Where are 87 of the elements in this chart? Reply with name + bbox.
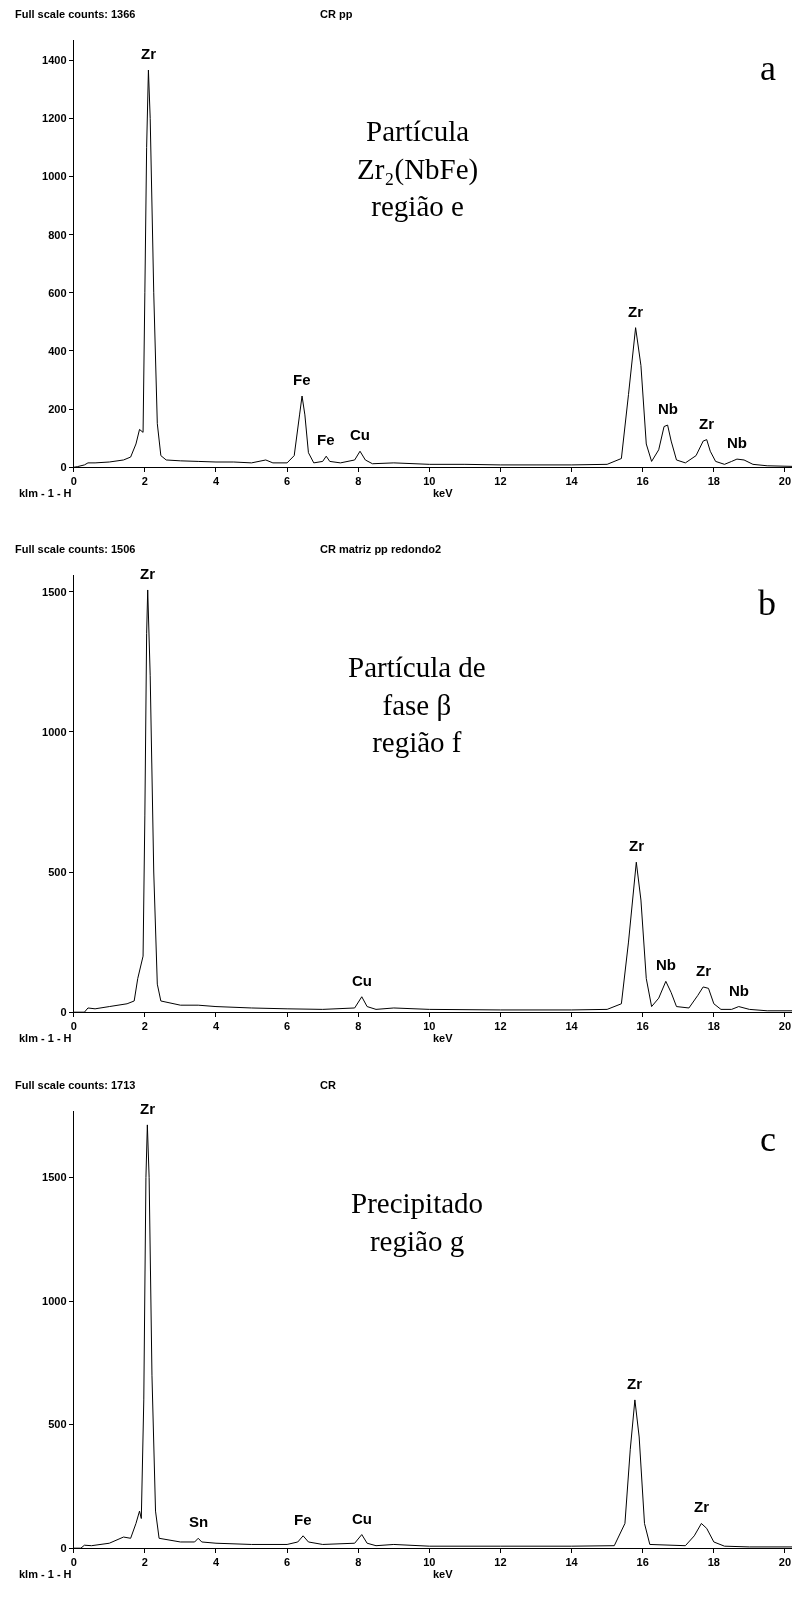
y-tick-label: 200 bbox=[48, 402, 67, 415]
annotation: Cu bbox=[352, 972, 372, 989]
annotation: Partícula de fase β região f bbox=[348, 651, 486, 759]
annotation: Fe bbox=[317, 431, 335, 448]
text: klm - 1 - H bbox=[19, 1568, 72, 1580]
chart-title: Full scale counts: 1713 bbox=[15, 1079, 136, 1091]
x-tick-label: 12 bbox=[494, 475, 507, 488]
x-tick-label: 8 bbox=[355, 475, 362, 488]
annotation: Nb bbox=[727, 434, 747, 451]
y-tick-label: 1000 bbox=[42, 1294, 67, 1307]
text: klm - 1 - H bbox=[19, 1032, 72, 1044]
annotation: Sn bbox=[189, 1513, 209, 1530]
annotation: Partícula Zr₂(NbFe) região e bbox=[357, 115, 479, 223]
x-tick-label: 6 bbox=[284, 1556, 291, 1569]
x-tick-label: 2 bbox=[141, 475, 148, 488]
x-tick-label: 20 bbox=[778, 1556, 792, 1569]
y-tick-label: 1000 bbox=[42, 725, 67, 738]
annotation: Zr bbox=[141, 45, 157, 62]
x-tick-label: 8 bbox=[355, 1020, 362, 1033]
x-tick-label: 10 bbox=[423, 475, 436, 488]
x-tick-label: 20 bbox=[778, 1020, 792, 1033]
y-tick-label: 600 bbox=[48, 286, 67, 299]
x-tick-label: 16 bbox=[636, 1556, 649, 1569]
x-tick-label: 0 bbox=[70, 475, 77, 488]
chart-subtitle: CR bbox=[320, 1079, 336, 1091]
y-tick-label: 1200 bbox=[42, 112, 67, 125]
annotation: Fe bbox=[294, 1511, 312, 1528]
chart-subtitle: CR matriz pp redondo2 bbox=[320, 543, 442, 555]
x-tick-label: 10 bbox=[423, 1020, 436, 1033]
x-tick-label: 4 bbox=[212, 475, 220, 488]
y-tick-label: 400 bbox=[48, 344, 67, 357]
x-tick-label: 4 bbox=[212, 1020, 220, 1033]
y-tick-label: 0 bbox=[60, 461, 67, 474]
chart-title: Full scale counts: 1506 bbox=[15, 543, 136, 555]
y-tick-label: 500 bbox=[48, 865, 67, 878]
annotation: c bbox=[760, 1119, 776, 1159]
annotation: Zr bbox=[627, 1375, 643, 1392]
x-tick-label: 16 bbox=[636, 475, 649, 488]
x-tick-label: 14 bbox=[565, 1020, 579, 1033]
annotation: b bbox=[758, 583, 776, 623]
annotation: Zr bbox=[696, 962, 712, 979]
x-tick-label: 16 bbox=[636, 1020, 649, 1033]
annotation: Nb bbox=[658, 400, 678, 417]
annotation: Zr bbox=[699, 415, 715, 432]
annotation: Nb bbox=[729, 982, 749, 999]
annotation: Zr bbox=[140, 565, 156, 582]
y-tick-label: 1500 bbox=[42, 1171, 67, 1184]
x-axis-title: keV bbox=[433, 1568, 454, 1580]
y-tick-label: 500 bbox=[48, 1418, 67, 1431]
x-tick-label: 10 bbox=[423, 1556, 436, 1569]
y-tick-label: 1400 bbox=[42, 54, 67, 67]
y-tick-label: 0 bbox=[60, 1006, 67, 1019]
x-tick-label: 18 bbox=[707, 1020, 720, 1033]
chart-subtitle: CR pp bbox=[320, 8, 353, 20]
x-tick-label: 6 bbox=[284, 1020, 291, 1033]
y-tick-label: 1000 bbox=[42, 170, 67, 183]
x-tick-label: 12 bbox=[494, 1020, 507, 1033]
annotation: Nb bbox=[656, 956, 676, 973]
text: klm - 1 - H bbox=[19, 487, 72, 499]
annotation: Cu bbox=[350, 426, 370, 443]
chart-title: Full scale counts: 1366 bbox=[15, 8, 136, 20]
annotation: Zr bbox=[628, 303, 644, 320]
x-tick-label: 0 bbox=[70, 1556, 77, 1569]
annotation: a bbox=[760, 48, 776, 88]
x-tick-label: 18 bbox=[707, 1556, 720, 1569]
annotation: Zr bbox=[140, 1100, 156, 1117]
x-tick-label: 0 bbox=[70, 1020, 77, 1033]
x-tick-label: 14 bbox=[565, 1556, 579, 1569]
annotation: Precipitado região g bbox=[351, 1187, 484, 1257]
annotation: Zr bbox=[694, 1498, 710, 1515]
x-tick-label: 8 bbox=[355, 1556, 362, 1569]
x-tick-label: 6 bbox=[284, 475, 291, 488]
x-tick-label: 12 bbox=[494, 1556, 507, 1569]
x-axis-title: keV bbox=[433, 1032, 454, 1044]
x-tick-label: 14 bbox=[565, 475, 579, 488]
y-tick-label: 1500 bbox=[42, 585, 67, 598]
x-tick-label: 2 bbox=[141, 1020, 148, 1033]
annotation: Zr bbox=[629, 837, 645, 854]
x-tick-label: 4 bbox=[212, 1556, 220, 1569]
x-tick-label: 18 bbox=[707, 475, 720, 488]
x-tick-label: 20 bbox=[778, 475, 792, 488]
x-tick-label: 2 bbox=[141, 1556, 148, 1569]
y-tick-label: 800 bbox=[48, 228, 67, 241]
annotation: Fe bbox=[293, 371, 311, 388]
y-tick-label: 0 bbox=[60, 1542, 67, 1555]
annotation: Cu bbox=[352, 1510, 372, 1527]
x-axis-title: keV bbox=[433, 487, 454, 499]
